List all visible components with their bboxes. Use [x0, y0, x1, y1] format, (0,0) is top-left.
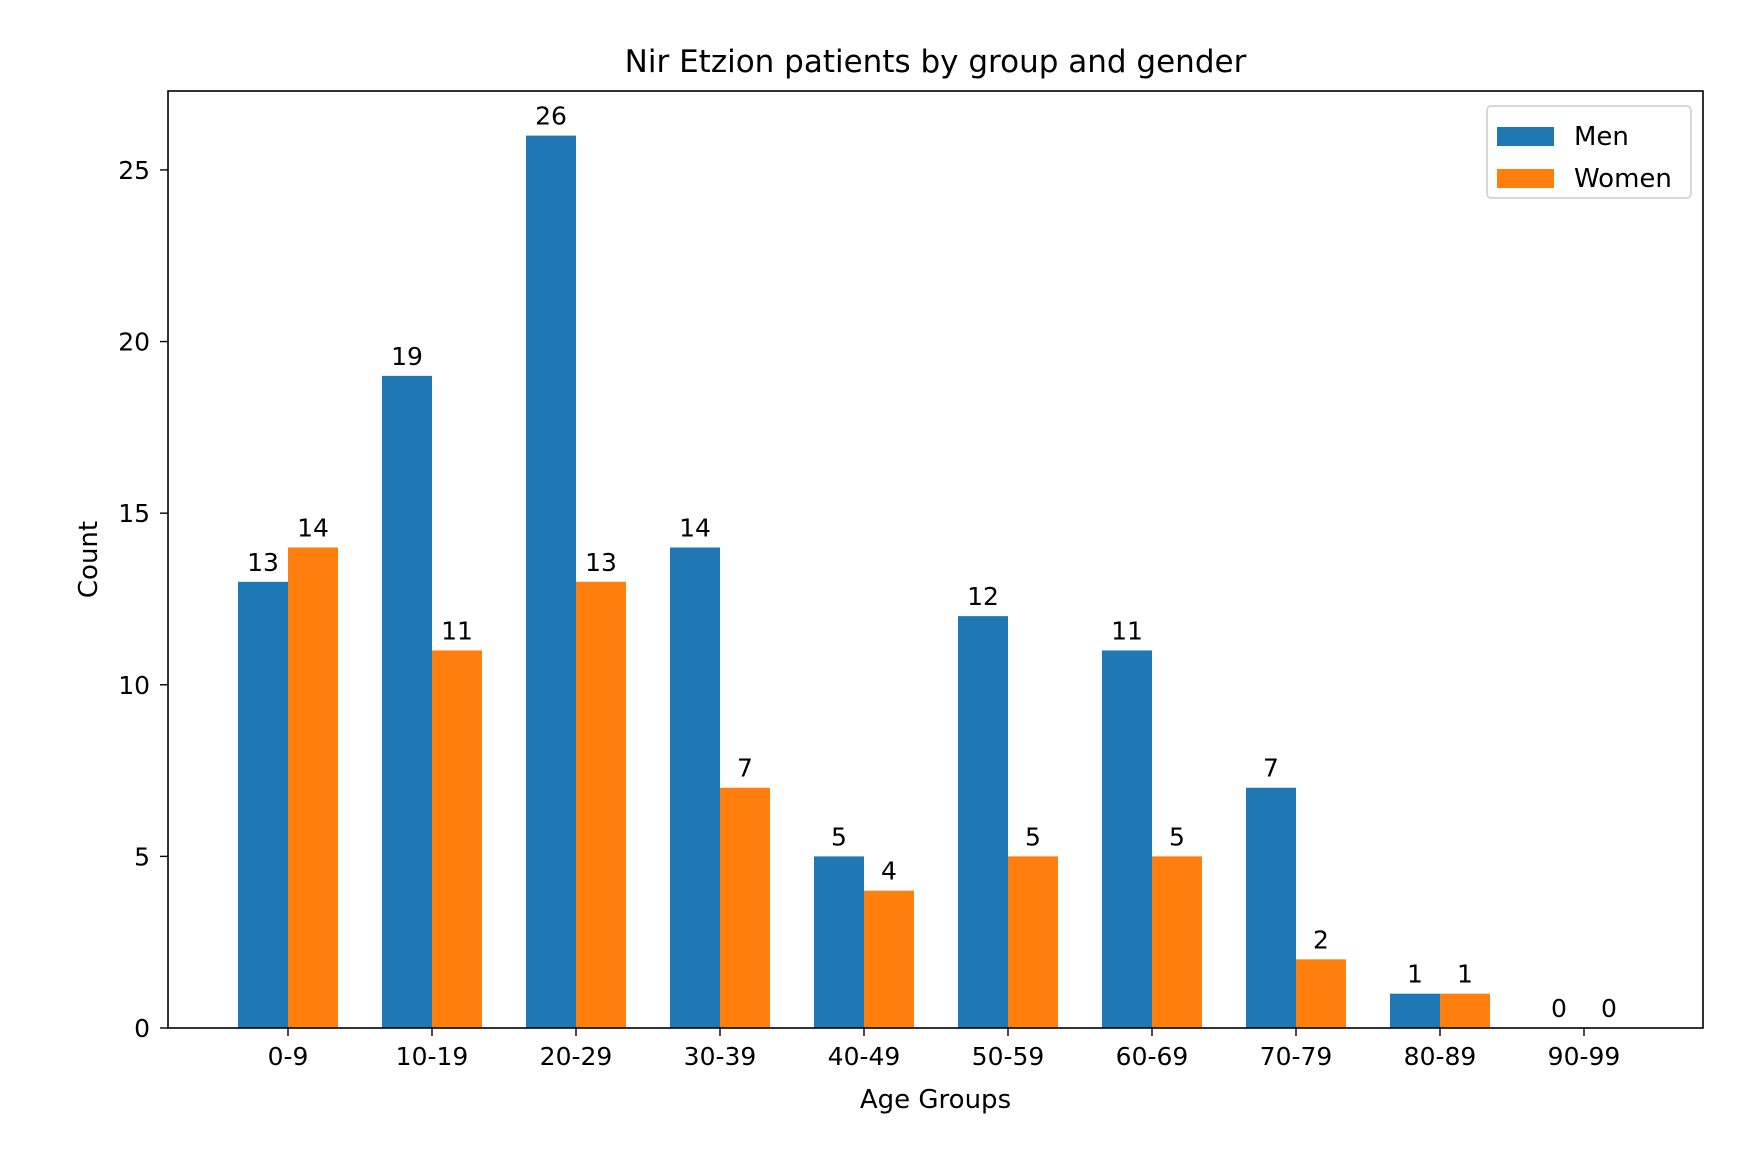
legend-label-women: Women: [1574, 164, 1672, 194]
data-label-men-0-9: 13: [247, 548, 279, 577]
y-tick-label-25: 25: [118, 156, 150, 185]
data-label-women-70-79: 2: [1313, 925, 1329, 954]
bar-men-70-79: [1246, 787, 1296, 1028]
data-label-men-80-89: 1: [1407, 960, 1423, 989]
x-tick-label-80-89: 80-89: [1404, 1042, 1477, 1071]
legend-swatch-men: [1497, 127, 1554, 146]
bar-women-60-69: [1152, 856, 1202, 1028]
x-tick-label-40-49: 40-49: [828, 1042, 901, 1071]
data-labels-layer: 13 19 26 14 5 12 11 7 1 0 14 11 13 7 4 5 5 2 1 0: [247, 102, 1617, 1023]
data-label-men-60-69: 11: [1111, 616, 1143, 645]
data-label-women-20-29: 13: [585, 548, 617, 577]
legend-swatch-women: [1497, 169, 1554, 188]
bar-women-70-79: [1296, 959, 1346, 1028]
bar-women-0-9: [288, 547, 338, 1028]
y-axis-ticks: 0 5 10 15 20 25: [118, 156, 168, 1043]
data-label-women-40-49: 4: [881, 857, 897, 886]
bar-women-80-89: [1440, 993, 1490, 1028]
y-tick-label-10: 10: [118, 671, 150, 700]
legend-label-men: Men: [1574, 122, 1629, 152]
data-label-women-0-9: 14: [297, 513, 329, 542]
bar-men-40-49: [814, 856, 864, 1028]
data-label-women-90-99: 0: [1601, 994, 1617, 1023]
x-tick-label-50-59: 50-59: [972, 1042, 1045, 1071]
bar-women-20-29: [576, 581, 626, 1028]
data-label-women-60-69: 5: [1169, 822, 1185, 851]
data-label-men-30-39: 14: [679, 513, 711, 542]
legend: Men Women: [1486, 105, 1692, 199]
bar-men-20-29: [526, 135, 576, 1029]
data-label-men-90-99: 0: [1551, 994, 1567, 1023]
data-label-men-40-49: 5: [831, 822, 847, 851]
data-label-men-70-79: 7: [1263, 754, 1279, 783]
bar-men-0-9: [238, 581, 288, 1028]
data-label-men-20-29: 26: [535, 102, 567, 131]
x-axis-ticks: 0-9 10-19 20-29 30-39 40-49 50-59 60-69 70-79 80…: [268, 1028, 1621, 1071]
y-tick-label-20: 20: [118, 328, 150, 357]
bar-men-80-89: [1390, 993, 1440, 1028]
x-tick-label-60-69: 60-69: [1116, 1042, 1189, 1071]
bar-women-40-49: [864, 890, 914, 1028]
y-tick-label-15: 15: [118, 499, 150, 528]
bar-men-60-69: [1102, 650, 1152, 1028]
data-label-women-80-89: 1: [1457, 960, 1473, 989]
y-tick-label-5: 5: [134, 842, 150, 871]
data-label-men-50-59: 12: [967, 582, 999, 611]
x-tick-label-30-39: 30-39: [684, 1042, 757, 1071]
y-tick-label-0: 0: [134, 1014, 150, 1043]
bar-women-30-39: [720, 787, 770, 1028]
x-tick-label-20-29: 20-29: [540, 1042, 613, 1071]
bar-women-50-59: [1008, 856, 1058, 1028]
data-label-women-10-19: 11: [441, 616, 473, 645]
x-tick-label-0-9: 0-9: [268, 1042, 309, 1071]
bar-men-10-19: [382, 375, 432, 1028]
bar-men-50-59: [958, 616, 1008, 1028]
chart-title: Nir Etzion patients by group and gender: [625, 44, 1247, 80]
bars-layer: [238, 135, 1490, 1029]
data-label-women-30-39: 7: [737, 754, 753, 783]
data-label-women-50-59: 5: [1025, 822, 1041, 851]
y-axis-label: Count: [74, 521, 104, 598]
x-tick-label-90-99: 90-99: [1548, 1042, 1621, 1071]
data-label-men-10-19: 19: [391, 342, 423, 371]
x-tick-label-70-79: 70-79: [1260, 1042, 1333, 1071]
x-tick-label-10-19: 10-19: [396, 1042, 469, 1071]
plot-frame: [167, 90, 1704, 1029]
x-axis-label: Age Groups: [860, 1085, 1011, 1115]
bar-men-30-39: [670, 547, 720, 1028]
bar-women-10-19: [432, 650, 482, 1028]
